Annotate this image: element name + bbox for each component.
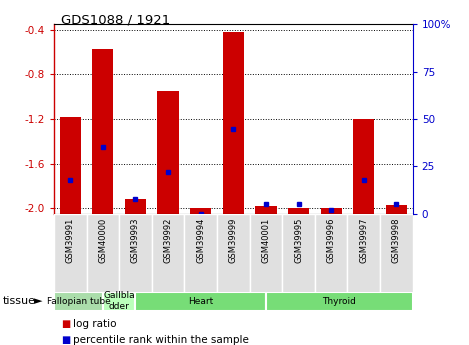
FancyBboxPatch shape [348, 214, 380, 293]
Text: ►: ► [34, 296, 42, 306]
FancyBboxPatch shape [152, 214, 184, 293]
Text: ■: ■ [61, 335, 70, 345]
Bar [60, 117, 81, 214]
FancyBboxPatch shape [119, 214, 152, 293]
Text: Fallopian tube: Fallopian tube [46, 296, 110, 306]
FancyBboxPatch shape [282, 214, 315, 293]
FancyBboxPatch shape [87, 214, 119, 293]
Text: GSM39992: GSM39992 [164, 218, 173, 263]
FancyBboxPatch shape [266, 292, 413, 310]
Text: GSM40000: GSM40000 [98, 218, 107, 263]
Text: GSM39995: GSM39995 [294, 218, 303, 263]
Text: GSM39998: GSM39998 [392, 218, 401, 263]
Text: Thyroid: Thyroid [322, 296, 356, 306]
Text: GSM39997: GSM39997 [359, 218, 368, 263]
Text: GSM39994: GSM39994 [196, 218, 205, 263]
FancyBboxPatch shape [103, 292, 136, 310]
FancyBboxPatch shape [380, 214, 413, 293]
Text: GDS1088 / 1921: GDS1088 / 1921 [61, 14, 170, 27]
Text: tissue: tissue [2, 296, 35, 306]
FancyBboxPatch shape [250, 214, 282, 293]
FancyBboxPatch shape [54, 214, 87, 293]
Text: percentile rank within the sample: percentile rank within the sample [73, 335, 249, 345]
Bar [321, 208, 342, 214]
Text: GSM39991: GSM39991 [66, 218, 75, 263]
Text: GSM39993: GSM39993 [131, 218, 140, 263]
Bar [353, 119, 374, 214]
Text: GSM39996: GSM39996 [327, 218, 336, 263]
Text: GSM40001: GSM40001 [261, 218, 271, 263]
Bar [386, 205, 407, 214]
Bar [190, 208, 212, 214]
FancyBboxPatch shape [217, 214, 250, 293]
Bar [255, 206, 277, 214]
Bar [223, 32, 244, 214]
Bar [92, 49, 113, 214]
Text: log ratio: log ratio [73, 319, 116, 329]
FancyBboxPatch shape [54, 292, 103, 310]
Text: Gallbla
dder: Gallbla dder [103, 291, 135, 311]
FancyBboxPatch shape [136, 292, 266, 310]
Bar [288, 208, 309, 214]
Text: GSM39999: GSM39999 [229, 218, 238, 263]
Text: ■: ■ [61, 319, 70, 329]
Bar [158, 91, 179, 214]
Bar [125, 199, 146, 214]
Text: Heart: Heart [188, 296, 213, 306]
FancyBboxPatch shape [315, 214, 348, 293]
FancyBboxPatch shape [184, 214, 217, 293]
